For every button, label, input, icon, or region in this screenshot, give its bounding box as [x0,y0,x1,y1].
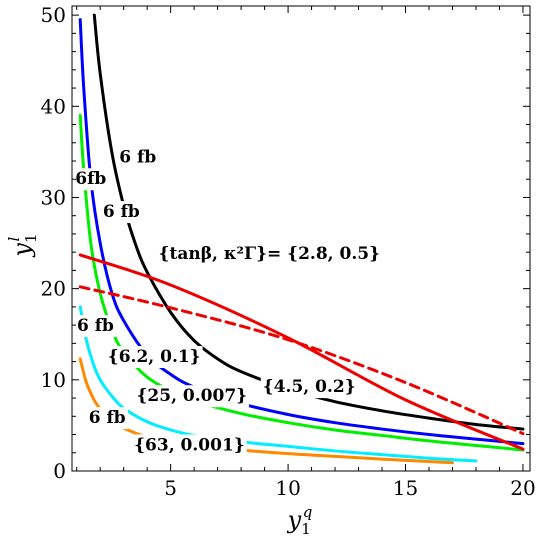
series-line-6 [78,285,525,436]
annotation-8: {63, 0.001} [134,435,245,455]
x-tick-label-3: 20 [510,476,535,500]
annotation-bg-2 [100,201,142,224]
annotation-bg-5 [105,346,203,369]
annotations: 6 fb 6fb 6 fb 6 fb 6 fb {6.2, 0.1} {4.5, 0.2} {… [73,146,383,457]
axes: 5 10 15 20 0 10 20 30 40 50 y1q y1l [5,3,536,538]
annotation-bg-1 [73,168,109,191]
y-tick-label-1: 10 [41,368,66,392]
annotation-4: 6 fb [89,408,126,428]
annotation-6: {4.5, 0.2} [263,377,356,397]
annotation-bg-3 [75,315,117,338]
plot-frame [71,5,531,472]
y-tick-label-0: 0 [53,459,66,483]
x-axis-label: y1q [287,503,313,538]
y-tick-label-3: 30 [41,185,66,209]
annotation-1: 6fb [75,169,106,189]
x-tick-label-0: 5 [164,476,177,500]
annotation-7: {25, 0.007} [136,386,247,406]
y-tick-label-5: 50 [41,3,66,27]
annotation-bg-6 [260,376,358,399]
x-tick-label-2: 15 [393,476,418,500]
annotation-bg-4 [86,407,128,430]
annotation-9: {tanβ, κ²Γ}= {2.8, 0.5} [159,244,381,264]
annotation-3: 6 fb [77,316,114,336]
annotation-5: {6.2, 0.1} [108,347,201,367]
series-line-1 [78,18,525,446]
series-line-3 [78,305,478,463]
y-axis-label: y1l [5,233,40,257]
annotation-bg-7 [134,385,250,408]
annotation-bg-0 [117,146,159,169]
y-tick-label-4: 40 [41,94,66,118]
x-tick-label-1: 10 [275,476,300,500]
annotation-bg-9 [156,243,383,265]
annotation-bg-8 [132,434,247,457]
series-line-5 [78,253,525,451]
y-tick-label-2: 20 [41,277,66,301]
annotation-0: 6 fb [119,147,156,167]
annotation-2: 6 fb [103,202,140,222]
series-line-0 [92,13,525,431]
